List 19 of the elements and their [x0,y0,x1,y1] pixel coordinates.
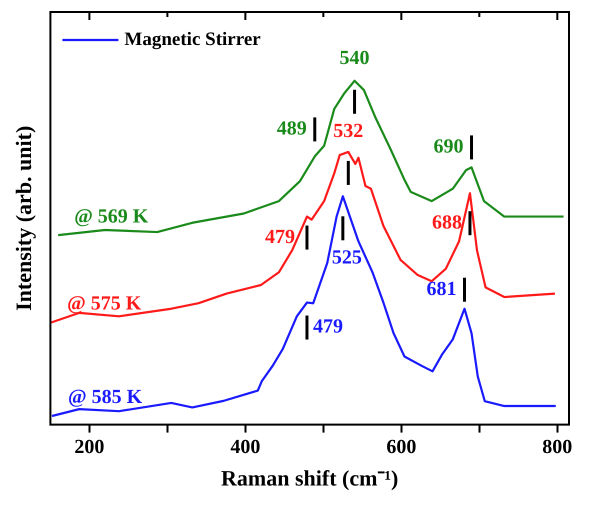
legend-title: Magnetic Stirrer [124,28,262,50]
series-label: @ 575 K [67,292,142,315]
annotation: 688 [432,211,462,234]
x-tick-label: 200 [74,436,104,458]
annotation: 489 [276,118,307,140]
series-label: @ 569 K [74,205,149,228]
y-axis-title: Intensity (arb. unit) [10,126,36,311]
annotation: 540 [340,46,370,69]
annotation: 525 [332,246,362,268]
annotation: 690 [434,136,464,158]
annotation: 479 [312,316,343,338]
annotation: 479 [264,226,295,248]
x-tick-label: 800 [542,436,572,458]
annotation: 681 [426,278,456,300]
x-axis-title: Raman shift (cm⁻¹) [221,465,398,490]
series-label: @ 585 K [68,386,143,408]
x-tick-label: 400 [230,436,260,458]
annotation: 532 [333,120,364,142]
x-tick-label: 600 [386,436,416,458]
